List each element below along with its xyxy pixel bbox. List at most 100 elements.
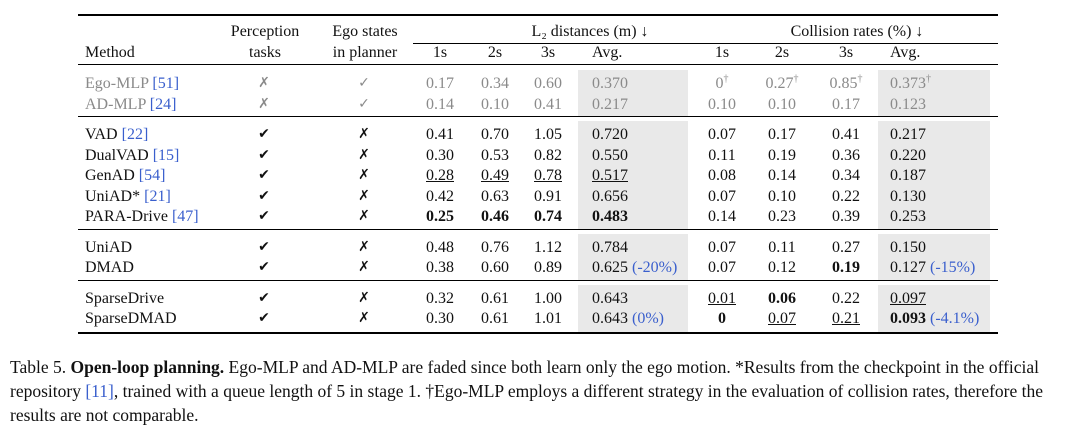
citation-link[interactable]: [22]: [121, 126, 149, 143]
col-value: 0.07: [708, 237, 736, 258]
l2-number: 0.74: [534, 208, 562, 225]
l2-number: 0.53: [481, 146, 509, 164]
l2-value: 1.01: [534, 308, 562, 329]
citation-link[interactable]: [47]: [171, 208, 199, 225]
avg-collision-shade: [878, 284, 990, 332]
col-value: 0.19: [832, 257, 860, 278]
l2-number: 0.656: [592, 187, 628, 205]
relative-change: (-4.1%): [930, 310, 980, 327]
table-rule: [78, 331, 998, 334]
l2-value: 0.10: [481, 94, 509, 115]
col-number: 0.123: [890, 95, 926, 113]
l2-number: 0.784: [592, 238, 628, 256]
col-number: 0.23: [768, 208, 796, 225]
l2-value: 0.34: [481, 73, 509, 94]
col-value: 0.06: [768, 288, 796, 309]
l2-number: 0.25: [426, 208, 454, 225]
l2-number: 0.82: [534, 146, 562, 164]
relative-change: (0%): [632, 310, 664, 327]
col-value: 0.217: [890, 124, 926, 145]
col-value: 0.23: [768, 206, 796, 227]
citation-link[interactable]: [54]: [138, 167, 166, 184]
table-row: PARA-Drive [47] ✔ ✗ 0.25 0.46 0.74 0.483 0.14 0.…: [78, 206, 998, 227]
l2-number: 0.63: [481, 187, 509, 205]
col-value: 0.10: [768, 94, 796, 115]
table-row: AD-MLP [24] ✗ ✓ 0.14 0.10 0.41 0.217 0.10 0.10 0.…: [78, 94, 998, 115]
l2-number: 1.05: [534, 126, 562, 143]
col-value: 0.373†: [890, 73, 931, 94]
l2-number: 0.17: [426, 75, 454, 92]
l2-value: 0.38: [426, 257, 454, 278]
table-rule: [78, 228, 998, 230]
col-value: 0.07: [768, 308, 796, 329]
perception-mark: ✔: [258, 187, 270, 204]
table-rule: [78, 64, 998, 65]
l2-number: 0.30: [426, 146, 454, 164]
col-value: 0.27: [832, 237, 860, 258]
l2-number: 0.76: [481, 238, 509, 256]
ego-mark: ✗: [358, 146, 370, 163]
header-perception: tasks: [249, 44, 281, 61]
col-value: 0†: [716, 73, 729, 94]
table-row: DMAD ✔ ✗ 0.38 0.60 0.89 0.625 (-20%) 0.07 0.12 0.…: [78, 257, 998, 278]
l2-number: 0.32: [426, 289, 454, 307]
method-label: SparseDrive: [85, 289, 165, 307]
header-collision-group: Collision rates (%) ↓: [790, 23, 924, 40]
l2-value: 0.61: [481, 308, 509, 329]
col-value: 0.07: [708, 186, 736, 207]
col-number: 0.22: [832, 187, 860, 205]
caption-title: Open-loop planning.: [70, 357, 225, 377]
caption-ref[interactable]: [11]: [85, 381, 114, 401]
table-rule: [78, 14, 998, 16]
citation-link[interactable]: [24]: [149, 95, 177, 113]
l2-value: 0.217: [592, 94, 628, 115]
l2-number: 1.01: [534, 310, 562, 327]
citation-link[interactable]: [21]: [144, 187, 171, 205]
method-label: UniAD: [85, 238, 133, 256]
citation-link[interactable]: [15]: [152, 146, 180, 164]
l2-value: 0.78: [534, 165, 562, 186]
col-value: 0.85†: [830, 73, 863, 94]
col-value: 0.093 (-4.1%): [890, 308, 979, 329]
col-number: 0.07: [708, 259, 736, 276]
l2-number: 0.625: [592, 259, 628, 276]
col-number: 0.253: [890, 208, 926, 225]
col-value: 0.19: [768, 145, 796, 166]
l2-number: 0.89: [534, 259, 562, 276]
table-row: DualVAD [15] ✔ ✗ 0.30 0.53 0.82 0.550 0.11 0.19 0…: [78, 145, 998, 166]
col-value: 0: [718, 308, 726, 329]
col-value: 0.127 (-15%): [890, 257, 975, 278]
col-number: 0.06: [768, 289, 796, 307]
l2-value: 0.61: [481, 288, 509, 309]
col-number: 0.21: [832, 310, 860, 327]
method-name: DMAD: [85, 257, 134, 278]
l2-number: 0.370: [592, 75, 628, 92]
col-value: 0.17: [768, 124, 796, 145]
l2-value: 0.42: [426, 186, 454, 207]
l2-number: 0.643: [592, 289, 628, 307]
method-name: SparseDrive: [85, 288, 164, 309]
col-number: 0.07: [768, 310, 796, 327]
col-number: 0.08: [708, 167, 736, 184]
avg-l2-shade: [578, 233, 688, 281]
table-row: VAD [22] ✔ ✗ 0.41 0.70 1.05 0.720 0.07 0.17 0.41 0…: [78, 124, 998, 145]
l2-number: 0.48: [426, 238, 454, 256]
col-value: 0.11: [708, 145, 735, 166]
l2-value: 0.25: [426, 206, 454, 227]
perception-mark: ✔: [258, 238, 270, 255]
citation-link[interactable]: [51]: [152, 75, 180, 92]
col-number: 0.19: [832, 259, 860, 276]
l2-number: 0.28: [426, 167, 454, 184]
col-number: 0.14: [708, 208, 736, 225]
header-ego-states: Ego states: [332, 23, 398, 40]
method-name: SparseDMAD: [85, 308, 177, 329]
table-row: SparseDMAD ✔ ✗ 0.30 0.61 1.01 0.643 (0%) 0 0.07 0…: [78, 308, 998, 329]
perception-mark: ✗: [258, 95, 270, 112]
header-l2-group: L₂ distances (m) ↓: [531, 23, 649, 40]
table-row: Ego-MLP [51] ✗ ✓ 0.17 0.34 0.60 0.370 0† 0.27† 0.…: [78, 73, 998, 94]
dagger-mark: †: [857, 73, 863, 85]
ego-mark: ✗: [358, 289, 370, 306]
avg-l2-shade: [578, 121, 688, 230]
col-number: 0.10: [768, 187, 796, 205]
method-name: Ego-MLP [51]: [85, 73, 179, 94]
